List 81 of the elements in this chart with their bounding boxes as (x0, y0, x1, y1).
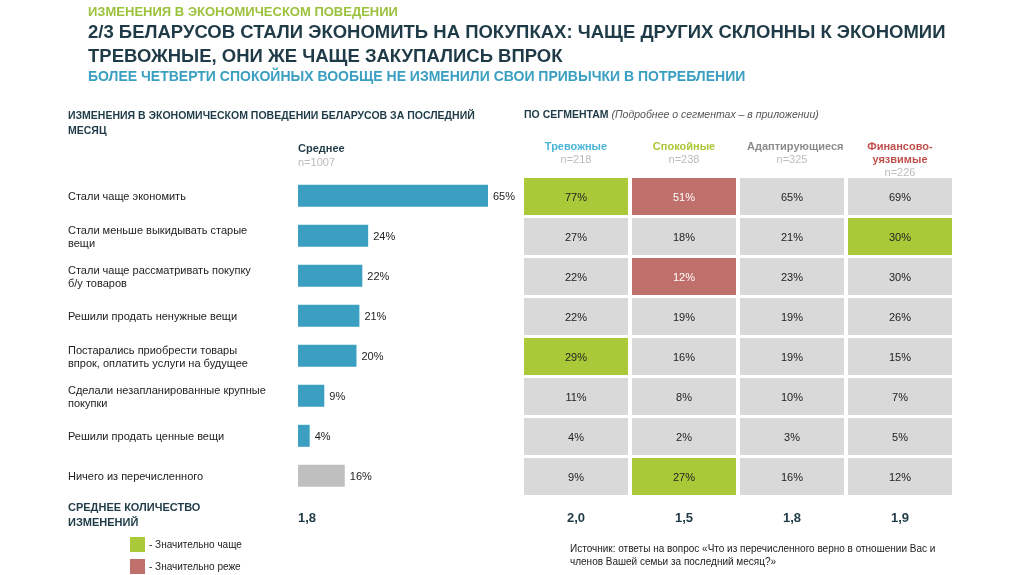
data-label: 12% (632, 258, 736, 295)
data-label: 5% (848, 418, 952, 455)
data-label: 27% (524, 218, 628, 255)
text: 1,8 (781, 508, 803, 527)
data-label: 69% (848, 178, 952, 215)
text: ИЗМЕНЕНИЯ В ЭКОНОМИЧЕСКОМ ПОВЕДЕНИИ (88, 4, 398, 19)
data-label: 27% (632, 458, 736, 495)
text: n=1007 (298, 156, 336, 168)
text: 2,0 (565, 508, 587, 527)
y-tick-label: Стали чаще экономить (68, 190, 187, 202)
data-label: 26% (848, 298, 952, 335)
data-label: 30% (848, 218, 952, 255)
data-label: 3% (740, 418, 844, 455)
chart-subtitle: (Подробнее о сегментах – в приложении) (611, 108, 819, 120)
data-label: 65% (493, 189, 516, 202)
data-label: 16% (349, 469, 372, 482)
bar (298, 184, 488, 207)
bar (298, 464, 345, 487)
x-tick-label: Тревожные (543, 140, 609, 153)
data-label: 4% (524, 418, 628, 455)
text: Источник: ответы на вопрос «Что из перечисленного верно в отношении Вас и членов Вашей семьи за последний месяц?» (570, 542, 937, 568)
text: - Значительно чаще (149, 538, 242, 550)
data-label: 19% (740, 298, 844, 335)
data-label: 7% (848, 378, 952, 415)
text: - Значительно реже (149, 560, 241, 572)
data-label: 4% (314, 429, 331, 442)
y-tick-label: Ничего из перечисленного (68, 470, 204, 482)
data-label: 23% (740, 258, 844, 295)
bar (298, 384, 325, 407)
data-label: 16% (632, 338, 736, 375)
data-label: 22% (524, 258, 628, 295)
y-tick-label: Стали чаще рассматривать покупку б/у товаров (68, 263, 252, 289)
bar (298, 424, 310, 447)
data-label: 12% (848, 458, 952, 495)
y-tick-label: Решили продать ценные вещи (68, 430, 225, 442)
data-label: 24% (373, 229, 396, 242)
bar (298, 344, 357, 367)
data-label: 8% (632, 378, 736, 415)
y-tick-label: Стали меньше выкидывать старые вещи (68, 223, 248, 249)
data-label: 11% (524, 378, 628, 415)
data-label: 15% (848, 338, 952, 375)
bar (298, 264, 363, 287)
bar (298, 224, 369, 247)
data-label: 30% (848, 258, 952, 295)
text: 1,8 (298, 510, 317, 525)
chart-title: ПО СЕГМЕНТАМ (524, 108, 609, 120)
bar (298, 304, 360, 327)
data-label: 9% (329, 389, 346, 402)
data-label: 65% (740, 178, 844, 215)
data-label: 21% (364, 309, 387, 322)
y-tick-label: Сделали незапланированные крупные покупки (68, 383, 266, 409)
text: СРЕДНЕЕ КОЛИЧЕСТВО ИЗМЕНЕНИЙ (68, 500, 202, 530)
x-tick-label: Спокойные (651, 140, 717, 153)
y-tick-label: Постарались приобрести товары впрок, оплатить услуги на будущее (68, 343, 248, 369)
text: 1,9 (889, 508, 911, 527)
data-label: 18% (632, 218, 736, 255)
data-label: 19% (632, 298, 736, 335)
data-label: 9% (524, 458, 628, 495)
x-tick-label: Адаптирующиеся (747, 140, 844, 153)
text: ИЗМЕНЕНИЯ В ЭКОНОМИЧЕСКОМ ПОВЕДЕНИИ БЕЛАРУСОВ ЗА ПОСЛЕДНИЙ МЕСЯЦ (68, 108, 476, 138)
chart-subtitle: БОЛЕЕ ЧЕТВЕРТИ СПОКОЙНЫХ ВООБЩЕ НЕ ИЗМЕНИЛИ СВОИ ПРИВЫЧКИ В ПОТРЕБЛЕНИИ (88, 68, 746, 84)
data-label: 51% (632, 178, 736, 215)
data-label: 19% (740, 338, 844, 375)
data-label: 21% (740, 218, 844, 255)
data-label: 77% (524, 178, 628, 215)
data-label: 2% (632, 418, 736, 455)
data-label: 16% (740, 458, 844, 495)
x-tick-label: Финансово-уязвимые (866, 140, 934, 166)
annotation: n=226 (883, 166, 917, 179)
y-tick-label: Решили продать ненужные вещи (68, 310, 238, 322)
text: n=325 (775, 153, 809, 166)
data-label: 29% (524, 338, 628, 375)
data-label: 22% (524, 298, 628, 335)
data-label: 20% (361, 349, 384, 362)
data-label: 10% (740, 378, 844, 415)
text: Среднее (298, 142, 345, 154)
text: n=238 (667, 153, 701, 166)
text: n=218 (559, 153, 593, 166)
data-label: 22% (367, 269, 390, 282)
chart-title: 2/3 БЕЛАРУСОВ СТАЛИ ЭКОНОМИТЬ НА ПОКУПКАХ: ЧАЩЕ ДРУГИХ СКЛОННЫ К ЭКОНОМИИ ТРЕВОЖНЫЕ, ОНИ ЖЕ ЧАЩЕ ЗАКУПАЛИСЬ ВПРОК (88, 20, 947, 67)
text: 1,5 (673, 508, 695, 527)
